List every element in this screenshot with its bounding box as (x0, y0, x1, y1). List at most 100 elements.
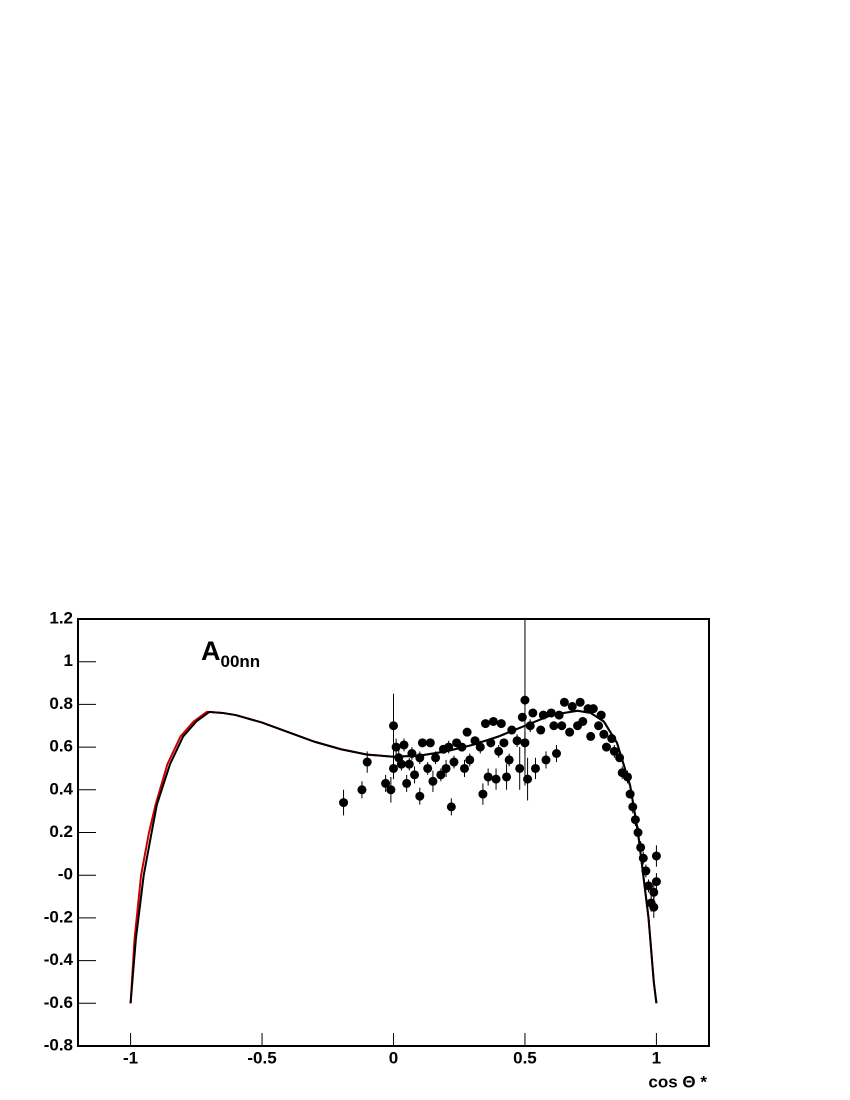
data-point (638, 853, 648, 863)
data-point (557, 721, 567, 731)
data-point (483, 772, 493, 782)
y-tick-label: -0 (58, 865, 73, 884)
data-point (428, 776, 438, 786)
data-point (389, 721, 398, 731)
data-point (496, 719, 506, 729)
data-point (441, 763, 451, 773)
data-point (517, 712, 527, 722)
data-point (357, 785, 367, 795)
data-point (554, 710, 564, 720)
data-point (552, 749, 562, 759)
data-point (457, 742, 467, 752)
data-point (339, 798, 349, 808)
data-point (586, 731, 596, 741)
data-point (491, 774, 501, 784)
data-point (449, 757, 459, 767)
data-point (407, 749, 417, 759)
data-point (588, 704, 598, 714)
data-point (520, 695, 530, 705)
data-point (649, 887, 659, 897)
data-point (578, 716, 588, 726)
data-point (410, 770, 420, 780)
y-tick-label: 1.2 (49, 608, 73, 627)
data-point (481, 719, 491, 729)
data-point (486, 738, 496, 748)
x-axis-label: cos Θ * (648, 1072, 707, 1091)
data-point (399, 740, 409, 750)
x-tick-label: -0.5 (247, 1048, 276, 1067)
y-tick-label: 0.4 (49, 779, 73, 798)
data-point (507, 725, 517, 735)
data-point (523, 774, 533, 784)
y-tick-label: -0.8 (44, 1035, 73, 1054)
x-tick-label: 1 (652, 1048, 661, 1067)
data-point (546, 708, 556, 718)
data-point (633, 828, 643, 837)
data-point (530, 763, 540, 773)
data-point (512, 736, 522, 746)
data-point (607, 734, 617, 744)
data-point (630, 815, 640, 825)
annotation: A00nn (201, 636, 260, 671)
data-point (386, 785, 396, 795)
data-point (425, 738, 435, 748)
data-point (470, 736, 480, 746)
data-point (615, 753, 625, 763)
data-point (475, 742, 485, 752)
data-point (459, 763, 469, 773)
y-tick-label: -0.6 (44, 993, 73, 1012)
annotation-subscript: 00nn (221, 652, 261, 671)
data-point (541, 755, 551, 765)
data-point (644, 881, 654, 891)
data-point (628, 802, 638, 812)
data-point (596, 710, 606, 720)
x-tick-label: -1 (123, 1048, 138, 1067)
data-point (444, 742, 454, 752)
data-point (565, 727, 575, 737)
data-point (525, 721, 535, 731)
data-point (651, 851, 661, 861)
data-point (636, 842, 646, 852)
data-point (567, 702, 577, 712)
data-point (599, 729, 609, 739)
data-point (625, 789, 635, 799)
data-point (494, 746, 504, 756)
data-point (504, 755, 514, 765)
data-point (402, 778, 412, 788)
data-point (594, 721, 604, 731)
data-point (478, 789, 488, 799)
data-point (415, 791, 425, 801)
data-point (396, 759, 406, 769)
annotation-text: A (201, 636, 221, 666)
data-point (549, 721, 559, 731)
data-point (417, 738, 427, 748)
y-tick-label: 0.6 (49, 737, 73, 756)
data-point (536, 725, 546, 735)
data-point (641, 866, 651, 876)
data-point (446, 802, 456, 812)
y-tick-label: -0.2 (44, 907, 73, 926)
x-tick-label: 0 (389, 1048, 398, 1067)
y-tick-label: 0.8 (49, 694, 73, 713)
data-point (465, 755, 475, 765)
data-point (415, 753, 425, 763)
data-point (651, 877, 661, 887)
data-point (575, 697, 585, 707)
data-point (538, 710, 548, 720)
y-tick-label: -0.4 (44, 950, 74, 969)
data-point (601, 742, 611, 752)
data-point (649, 902, 659, 912)
data-point (404, 759, 414, 769)
data-point (436, 770, 446, 780)
data-point (431, 753, 441, 763)
data-point (559, 697, 569, 707)
data-point (609, 746, 619, 756)
data-point (502, 772, 512, 782)
data-point (423, 763, 433, 773)
data-point (488, 716, 498, 726)
data-point (515, 763, 525, 773)
data-point (499, 738, 509, 748)
data-point (528, 708, 538, 718)
data-point (381, 778, 391, 788)
